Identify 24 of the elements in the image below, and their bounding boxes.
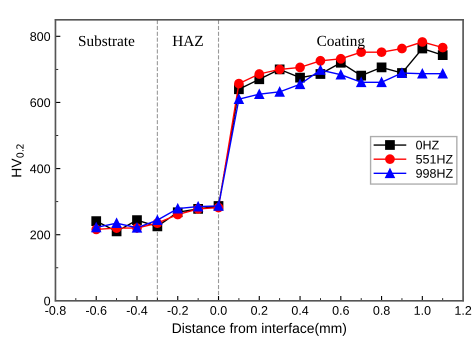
y-tick-label: 400 xyxy=(30,164,50,174)
x-tick-label: -0.8 xyxy=(45,306,66,315)
x-tick-label: 0.4 xyxy=(292,306,308,315)
x-axis-title: Distance from interface(mm) xyxy=(172,322,346,336)
y-tick-label: 600 xyxy=(30,98,50,108)
annotation: Substrate xyxy=(79,35,134,46)
y-axis-title: HV$_{0.2}$ xyxy=(12,144,24,177)
x-tick-label: -0.6 xyxy=(86,306,106,315)
x-tick-label: 1.2 xyxy=(455,306,472,315)
y-tick-label: 0 xyxy=(44,296,50,306)
legend-label: 551HZ xyxy=(416,154,453,164)
x-tick-label: -0.4 xyxy=(126,306,148,315)
x-tick-label: -0.2 xyxy=(168,306,188,315)
y-tick-label: 800 xyxy=(30,32,50,41)
x-tick-label: 0.6 xyxy=(332,306,349,315)
legend-label: 998HZ xyxy=(416,168,453,178)
legend-label: 0HZ xyxy=(416,140,439,150)
x-tick-label: 0.2 xyxy=(251,306,268,315)
y-tick-label: 200 xyxy=(30,230,50,240)
x-tick-label: 1.0 xyxy=(414,306,431,315)
x-tick-label: 0.8 xyxy=(373,306,390,315)
x-tick-label: 0.0 xyxy=(210,306,227,315)
annotation: Coating xyxy=(317,36,365,50)
annotation: HAZ xyxy=(172,36,203,46)
